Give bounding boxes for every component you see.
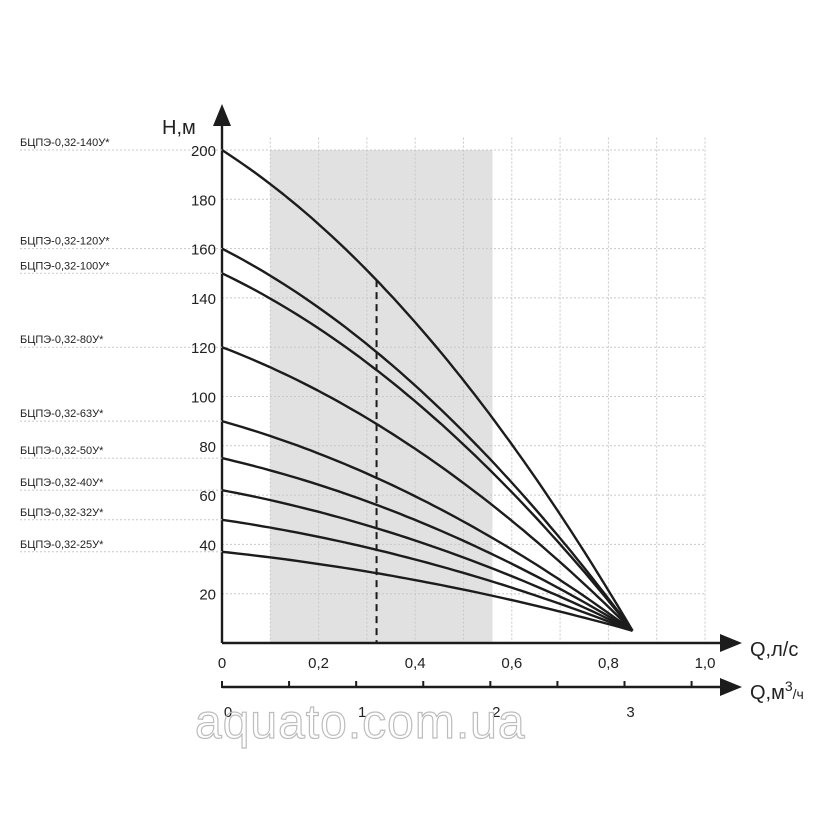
x2-tick-label: 1 [358, 704, 366, 721]
model-label: БЦПЭ-0,32-120У* [20, 236, 110, 248]
model-label: БЦПЭ-0,32-100У* [20, 260, 110, 272]
y-tick-label: 100 [191, 390, 216, 407]
x2-tick-label: 3 [626, 704, 634, 721]
series-curve [221, 550, 633, 632]
x2-axis-title-main: Q,м [750, 682, 785, 704]
x2-tick-label: 0 [224, 704, 232, 721]
x2-axis-arrow [720, 678, 742, 696]
x2-axis-title-sup: 3 [785, 678, 793, 694]
grid [222, 137, 706, 643]
x-axis-arrow [720, 634, 742, 652]
x-axis-title: Q,л/с [750, 639, 798, 661]
y-tick-label: 80 [199, 439, 216, 456]
model-label: БЦПЭ-0,32-40У* [20, 477, 104, 489]
x-tick-label: 0,8 [598, 655, 619, 672]
x-tick-label: 1,0 [695, 655, 716, 672]
model-label: БЦПЭ-0,32-50У* [20, 445, 104, 457]
axes [213, 104, 742, 696]
y-tick-label: 60 [199, 488, 216, 505]
series-curve [221, 518, 633, 632]
series-curve [221, 272, 634, 632]
y-tick-label: 200 [191, 143, 216, 160]
y-tick-label: 180 [191, 192, 216, 209]
series-curve [221, 419, 634, 632]
y-tick-label: 140 [191, 291, 216, 308]
model-label: БЦПЭ-0,32-32У* [20, 507, 104, 519]
model-label: БЦПЭ-0,32-25У* [20, 539, 104, 551]
x2-tick-label: 2 [492, 704, 500, 721]
x-tick-label: 0,2 [308, 655, 329, 672]
watermark-text: aquato.com.ua [195, 696, 526, 749]
y-tick-label: 120 [191, 340, 216, 357]
y-tick-label: 20 [199, 587, 216, 604]
x2-axis-title-tail: /ч [793, 686, 804, 702]
x-tick-label: 0 [218, 655, 226, 672]
series-curve [221, 247, 634, 632]
x-tick-label: 0,4 [405, 655, 426, 672]
model-label: БЦПЭ-0,32-63У* [20, 408, 104, 420]
series-curve [221, 346, 634, 632]
x2-axis-title: Q,м3/ч [750, 678, 804, 704]
series-curve [221, 456, 634, 632]
y-axis-arrow [213, 104, 231, 126]
series-curve [221, 148, 634, 632]
model-label: БЦПЭ-0,32-80У* [20, 334, 104, 346]
y-tick-label: 160 [191, 242, 216, 259]
labels: БЦПЭ-0,32-140У* БЦПЭ-0,32-120У* БЦПЭ-0,32-… [20, 137, 715, 721]
model-label: БЦПЭ-0,32-140У* [20, 137, 110, 149]
series-curve [221, 489, 634, 632]
x-tick-label: 0,6 [501, 655, 522, 672]
y-axis-title: H,м [162, 117, 196, 139]
curves [221, 148, 634, 643]
y-tick-label: 40 [199, 537, 216, 554]
